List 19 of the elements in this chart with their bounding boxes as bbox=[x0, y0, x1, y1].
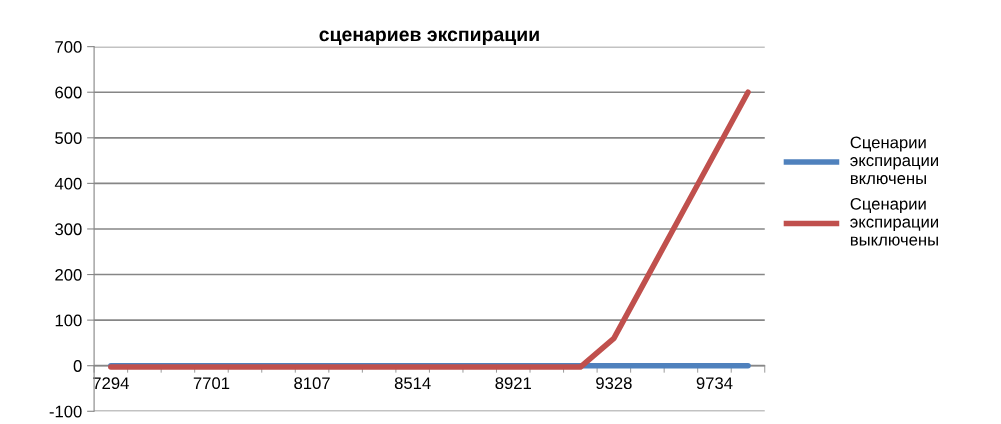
x-tick-label: 8107 bbox=[294, 377, 330, 390]
x-tick-label: 9328 bbox=[596, 377, 632, 390]
x-tick-label: 8514 bbox=[394, 377, 431, 390]
y-tick-label: 500 bbox=[55, 132, 82, 144]
x-tick-label: 7701 bbox=[193, 377, 230, 390]
legend-label: Сценарии экспирации включены bbox=[850, 136, 938, 185]
chart-title: сценариев экспирации bbox=[319, 30, 539, 46]
x-tick-label: 8921 bbox=[495, 377, 531, 390]
y-tick-label: 100 bbox=[55, 314, 82, 327]
y-tick-label: 700 bbox=[55, 41, 82, 53]
y-tick-label: -100 bbox=[49, 405, 82, 418]
y-tick-label: 300 bbox=[55, 223, 82, 236]
legend-label: Сценарии экспирации выключены bbox=[850, 197, 938, 246]
y-tick-label: 400 bbox=[54, 177, 82, 190]
y-tick-label: 200 bbox=[55, 268, 82, 281]
x-tick-label: 9734 bbox=[696, 377, 733, 390]
y-tick-label: 600 bbox=[55, 86, 82, 99]
y-tick-label: 0 bbox=[73, 360, 82, 372]
x-tick-label: 7294 bbox=[93, 377, 129, 390]
